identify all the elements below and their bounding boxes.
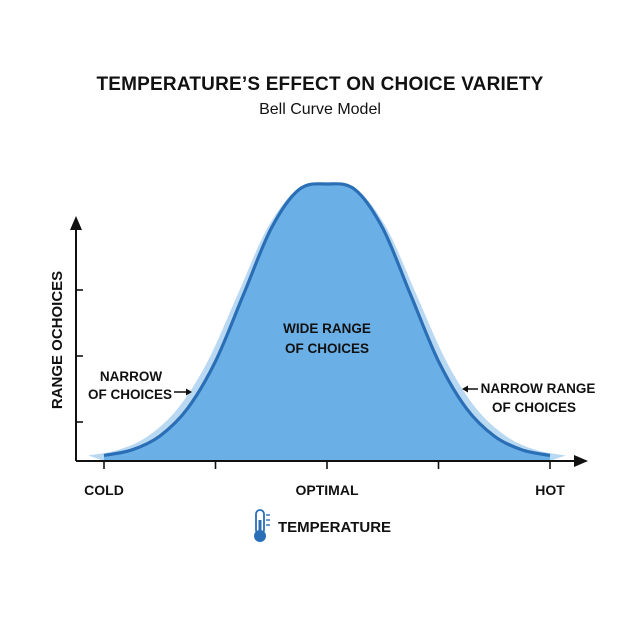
annotation-left-arrow-head — [186, 388, 192, 396]
annotation-wide-range-line-2: OF CHOICES — [285, 341, 369, 356]
x-tick-label-optimal: OPTIMAL — [296, 482, 359, 498]
annotation-wide-range-line-1: WIDE RANGE — [283, 321, 371, 336]
x-axis-arrow — [574, 455, 588, 467]
curve-fill-area — [104, 183, 550, 461]
chart-title: TEMPERATURE’S EFFECT ON CHOICE VARIETY — [96, 74, 544, 95]
y-axis-arrow — [70, 216, 82, 230]
annotation-right-line-1: NARROW RANGE — [481, 381, 596, 396]
x-tick-label-hot: HOT — [535, 482, 565, 498]
x-tick-label-cold: COLD — [84, 482, 124, 498]
annotation-right-line-2: OF CHOICES — [492, 400, 576, 415]
curve-line — [103, 182, 551, 458]
thermometer-icon — [254, 509, 270, 542]
chart-subtitle: Bell Curve Model — [259, 101, 381, 118]
annotation-right-arrow-head — [462, 385, 468, 393]
annotation-left-line-1: NARROW — [100, 369, 162, 384]
x-axis-label: TEMPERATURE — [278, 519, 391, 536]
y-axis-label: RANGE OCHOICES — [49, 271, 66, 409]
annotation-left-line-2: OF CHOICES — [88, 387, 172, 402]
